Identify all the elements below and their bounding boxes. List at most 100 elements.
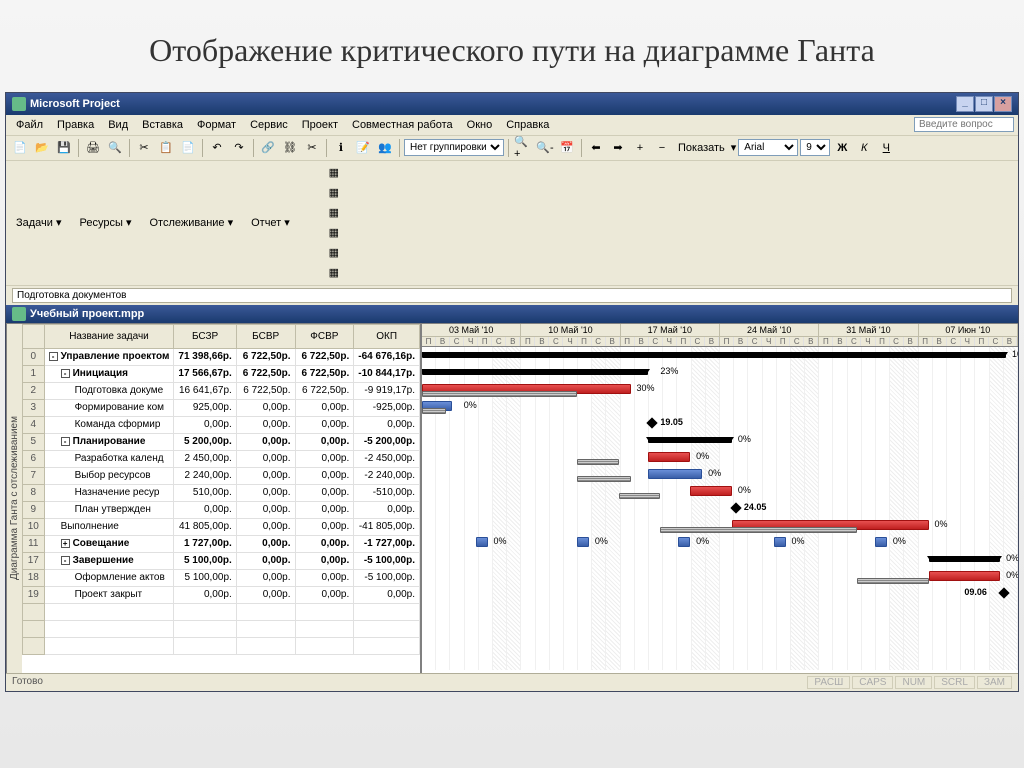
indent-icon[interactable]: ➡	[608, 138, 628, 158]
menu-project[interactable]: Проект	[296, 117, 344, 133]
menu-file[interactable]: Файл	[10, 117, 49, 133]
gantt-bar[interactable]	[660, 527, 857, 533]
notes-icon[interactable]: 📝	[353, 138, 373, 158]
italic-button[interactable]: К	[854, 138, 874, 158]
new-icon[interactable]: 📄	[10, 138, 30, 158]
cell-editor[interactable]: Подготовка документов	[12, 288, 1012, 303]
gantt-bar[interactable]	[422, 408, 446, 414]
unlink-icon[interactable]: ⛓	[280, 138, 300, 158]
gantt-bar[interactable]	[648, 452, 690, 462]
table-row[interactable]: 11+Совещание1 727,00р.0,00р.0,00р.-1 727…	[23, 535, 420, 552]
table-row[interactable]: 2Подготовка докуме16 641,67р.6 722,50р.6…	[23, 382, 420, 399]
table-row[interactable]: 7Выбор ресурсов2 240,00р.0,00р.0,00р.-2 …	[23, 467, 420, 484]
tb2-icon[interactable]: ▦	[324, 243, 344, 263]
column-header[interactable]: Название задачи	[44, 324, 174, 348]
gantt-chart[interactable]: 03 Май '10ПВСЧПСВ10 Май '10ПВСЧПСВ17 Май…	[422, 324, 1018, 673]
gantt-bar[interactable]	[422, 352, 1006, 358]
view-resources[interactable]: Ресурсы ▾	[76, 215, 136, 230]
gantt-bar[interactable]	[577, 537, 589, 547]
maximize-button[interactable]: □	[975, 96, 993, 112]
menu-view[interactable]: Вид	[102, 117, 134, 133]
table-row[interactable]: 8Назначение ресур510,00р.0,00р.0,00р.-51…	[23, 484, 420, 501]
zoomin-icon[interactable]: 🔍+	[513, 138, 533, 158]
menu-help[interactable]: Справка	[500, 117, 555, 133]
gantt-bar[interactable]	[648, 437, 731, 443]
view-report[interactable]: Отчет ▾	[247, 215, 294, 230]
menu-insert[interactable]: Вставка	[136, 117, 189, 133]
font-select[interactable]: Arial	[738, 139, 798, 156]
close-button[interactable]: ×	[994, 96, 1012, 112]
table-row[interactable]: 18Оформление актов5 100,00р.0,00р.0,00р.…	[23, 569, 420, 586]
gantt-bar[interactable]	[875, 537, 887, 547]
menu-tools[interactable]: Сервис	[244, 117, 294, 133]
table-row[interactable]: 17-Завершение5 100,00р.0,00р.0,00р.-5 10…	[23, 552, 420, 569]
gantt-bar[interactable]	[690, 486, 732, 496]
tb2-icon[interactable]: ▦	[324, 263, 344, 283]
zoomout-icon[interactable]: 🔍-	[535, 138, 555, 158]
link-icon[interactable]: 🔗	[258, 138, 278, 158]
table-row[interactable]: 6Разработка календ2 450,00р.0,00р.0,00р.…	[23, 450, 420, 467]
task-table[interactable]: Название задачиБСЗРБСВРФСВРОКП 0-Управле…	[22, 324, 422, 673]
table-row[interactable]: 19Проект закрыт0,00р.0,00р.0,00р.0,00р.	[23, 586, 420, 603]
gantt-bar[interactable]	[648, 469, 702, 479]
column-header[interactable]: ОКП	[354, 324, 420, 348]
outdent-icon[interactable]: ⬅	[586, 138, 606, 158]
column-header[interactable]: ФСВР	[295, 324, 354, 348]
view-tracking[interactable]: Отслеживание ▾	[145, 215, 237, 230]
menu-edit[interactable]: Правка	[51, 117, 100, 133]
gantt-bar[interactable]	[422, 369, 648, 375]
gantt-bar[interactable]	[857, 578, 929, 584]
gantt-bar[interactable]	[619, 493, 661, 499]
preview-icon[interactable]: 🔍	[105, 138, 125, 158]
bold-button[interactable]: Ж	[832, 138, 852, 158]
column-header[interactable]: БСЗР	[174, 324, 236, 348]
gantt-bar[interactable]	[929, 571, 1001, 581]
open-icon[interactable]: 📂	[32, 138, 52, 158]
gantt-bar[interactable]	[476, 537, 488, 547]
table-row[interactable]: 9План утвержден0,00р.0,00р.0,00р.0,00р.	[23, 501, 420, 518]
gantt-bar[interactable]	[774, 537, 786, 547]
slide-title: Отображение критического пути на диаграм…	[0, 0, 1024, 92]
tb2-icon[interactable]: ▦	[324, 203, 344, 223]
cut-icon[interactable]: ✂	[134, 138, 154, 158]
goto-icon[interactable]: 📅	[557, 138, 577, 158]
copy-icon[interactable]: 📋	[156, 138, 176, 158]
table-row[interactable]: 5-Планирование5 200,00р.0,00р.0,00р.-5 2…	[23, 433, 420, 450]
progress-label: 0%	[595, 536, 608, 546]
table-row[interactable]: 0-Управление проектом71 398,66р.6 722,50…	[23, 348, 420, 365]
info-icon[interactable]: ℹ	[331, 138, 351, 158]
undo-icon[interactable]: ↶	[207, 138, 227, 158]
fontsize-select[interactable]: 9	[800, 139, 830, 156]
print-icon[interactable]: 🖨	[83, 138, 103, 158]
underline-button[interactable]: Ч	[876, 138, 896, 158]
plus-icon[interactable]: +	[630, 138, 650, 158]
menu-window[interactable]: Окно	[461, 117, 499, 133]
paste-icon[interactable]: 📄	[178, 138, 198, 158]
view-tasks[interactable]: Задачи ▾	[12, 215, 66, 230]
progress-label: 10%	[1012, 349, 1018, 359]
gantt-bar[interactable]	[577, 476, 631, 482]
table-row[interactable]: 3Формирование ком925,00р.0,00р.0,00р.-92…	[23, 399, 420, 416]
tb2-icon[interactable]: ▦	[324, 183, 344, 203]
gantt-bar[interactable]	[678, 537, 690, 547]
table-row[interactable]: 4Команда сформир0,00р.0,00р.0,00р.0,00р.	[23, 416, 420, 433]
show-label[interactable]: Показать	[674, 142, 729, 154]
redo-icon[interactable]: ↷	[229, 138, 249, 158]
gantt-bar[interactable]	[422, 391, 577, 397]
column-header[interactable]: БСВР	[236, 324, 295, 348]
save-icon[interactable]: 💾	[54, 138, 74, 158]
assign-icon[interactable]: 👥	[375, 138, 395, 158]
minimize-button[interactable]: _	[956, 96, 974, 112]
tb2-icon[interactable]: ▦	[324, 223, 344, 243]
table-row[interactable]: 10Выполнение41 805,00р.0,00р.0,00р.-41 8…	[23, 518, 420, 535]
minus-icon[interactable]: −	[652, 138, 672, 158]
tb2-icon[interactable]: ▦	[324, 163, 344, 183]
gantt-bar[interactable]	[577, 459, 619, 465]
table-row[interactable]: 1-Инициация17 566,67р.6 722,50р.6 722,50…	[23, 365, 420, 382]
help-search-input[interactable]	[914, 117, 1014, 132]
group-select[interactable]: Нет группировки	[404, 139, 504, 156]
menu-format[interactable]: Формат	[191, 117, 242, 133]
menu-collab[interactable]: Совместная работа	[346, 117, 459, 133]
split-icon[interactable]: ✂	[302, 138, 322, 158]
gantt-bar[interactable]	[929, 556, 1001, 562]
